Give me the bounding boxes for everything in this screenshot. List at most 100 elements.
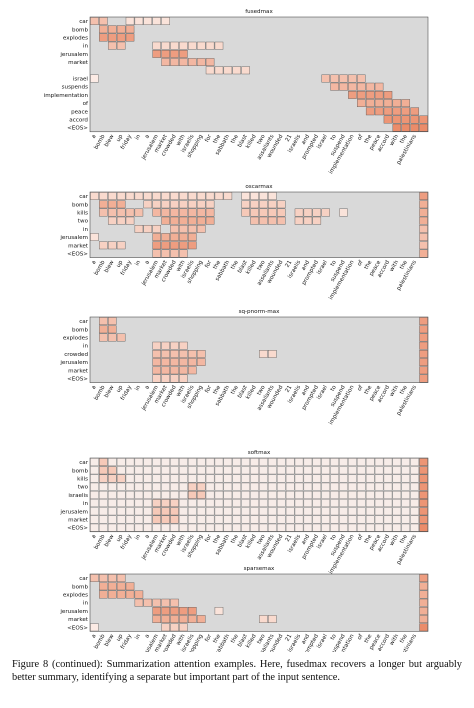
cell [90,482,99,491]
attention-cell [161,623,170,632]
cell [294,499,304,507]
cell [90,499,99,507]
attention-cell [188,208,197,217]
cell [401,466,410,475]
attention-cell [170,41,179,50]
column-label: the [399,133,409,144]
cell [268,523,277,532]
column-label: the [399,533,409,544]
panel-title: sparsemax [244,566,275,572]
cell [383,482,393,491]
attention-cell [241,200,250,209]
cell [374,499,384,507]
attention-cell [223,192,233,200]
cell [410,507,419,516]
attention-cell [179,233,188,241]
attention-cell [152,350,161,358]
attention-cell [90,233,99,241]
column-label: blew [104,533,116,548]
cell [383,466,393,475]
cell [205,491,215,499]
cell [410,458,419,466]
row-label: jerusalem [59,360,88,366]
cell [99,499,108,507]
cell [232,499,241,507]
cell [108,491,117,499]
attention-cell [125,17,135,25]
cell [223,523,233,532]
attention-cell [161,41,170,50]
column-label: two [256,633,267,645]
cell [152,474,161,483]
column-label: the [230,533,240,544]
cell [401,515,410,524]
row-label: jerusalem [59,509,88,515]
row-label: bomb [72,27,88,33]
column-label: the [399,259,409,270]
attention-cell [214,41,224,50]
cell [161,523,170,532]
cell [285,523,295,532]
cell [179,482,188,491]
column-label: the [230,133,240,144]
attention-cell [99,590,108,599]
attention-cell [152,341,161,350]
cell [116,491,126,499]
column-label: for [204,533,213,543]
panel-title: fusedmax [245,9,273,15]
attention-cell [365,107,375,116]
cell [170,491,179,499]
column-label: up [116,259,125,269]
row-label: market [68,60,89,66]
attention-cell [196,216,206,225]
attention-cell [170,350,179,358]
row-label: two [78,485,89,491]
cell [330,466,339,475]
attention-cell [419,582,428,591]
cell [143,482,153,491]
column-label: and [301,133,312,146]
column-label: with [389,384,400,398]
cell [196,515,206,524]
row-label: explodes [63,36,88,42]
attention-cell [357,74,366,83]
cell [250,474,259,483]
cell [374,466,384,475]
cell [339,499,348,507]
cell [170,523,179,532]
cell [321,491,330,499]
cell [339,523,348,532]
cell [365,474,375,483]
cell [161,491,170,499]
attention-cell [419,249,428,258]
cell [268,507,277,516]
attention-cell [410,115,419,124]
cell [312,491,322,499]
attention-cell [419,590,428,599]
attention-cell [419,374,428,383]
attention-cell [170,358,179,366]
attention-cell [419,123,428,132]
cell [374,474,384,483]
attention-cell [152,17,161,25]
attention-cell [419,224,428,233]
attention-cell [268,208,277,217]
attention-cell [179,350,188,358]
cell [268,474,277,483]
attention-cell [188,491,197,499]
cell [277,507,286,516]
column-label: 21 [285,133,294,143]
attention-cell [152,208,161,217]
attention-cell [161,208,170,217]
cell [250,491,259,499]
attention-cell [99,582,108,591]
cell [99,515,108,524]
cell [321,507,330,516]
attention-cell [170,208,179,217]
cell [205,466,215,475]
attention-cell [116,216,126,225]
cell [152,458,161,466]
row-label: car [79,576,89,582]
cell [188,474,197,483]
attention-cell [294,216,304,225]
